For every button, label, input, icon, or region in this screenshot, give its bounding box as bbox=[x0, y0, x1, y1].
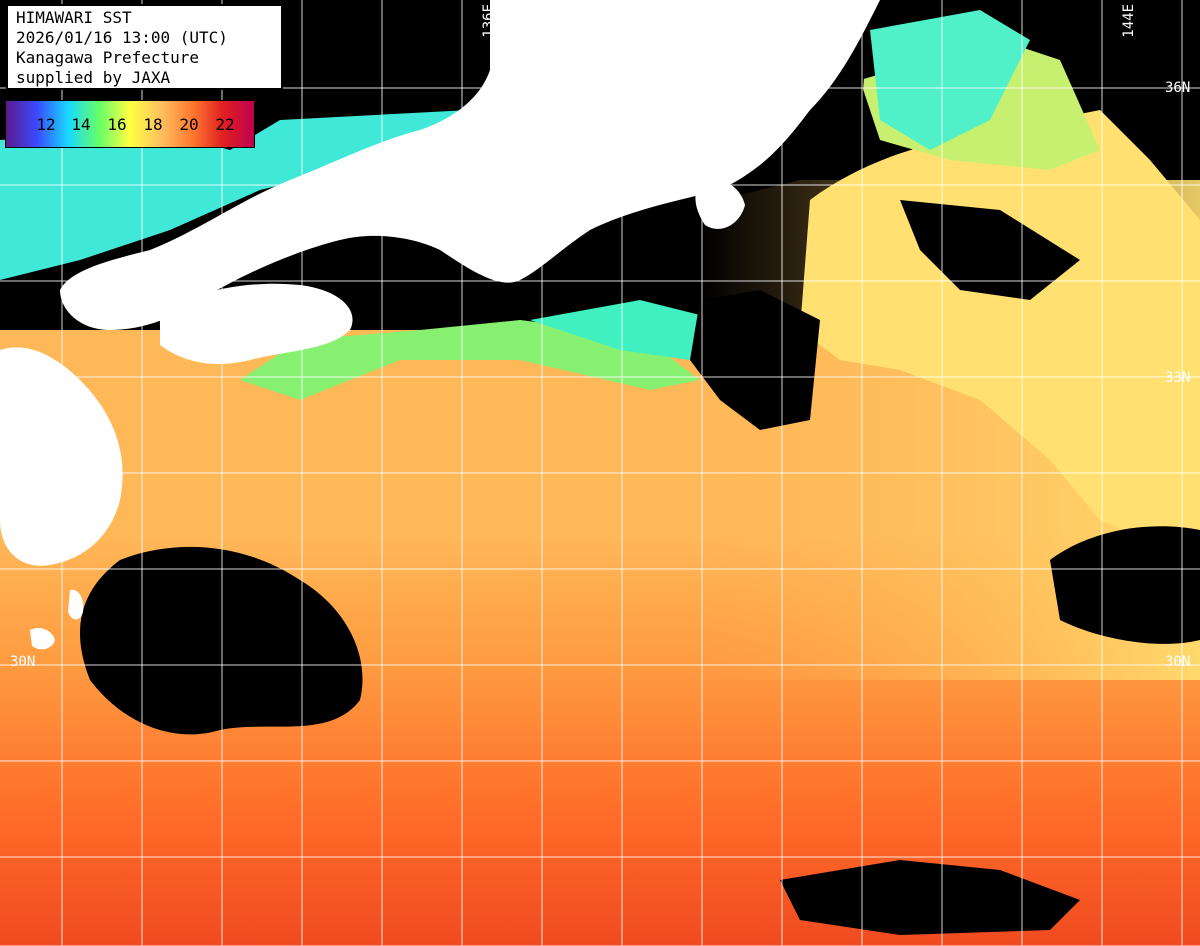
coastal-green-water bbox=[240, 320, 700, 400]
map-title-box: HIMAWARI SST 2026/01/16 13:00 (UTC) Kana… bbox=[6, 4, 283, 90]
lat-label-30n-left: 30N bbox=[10, 654, 36, 670]
lat-label-36n: 36N bbox=[1165, 80, 1191, 96]
publisher: Kanagawa Prefecture bbox=[16, 48, 200, 67]
legend-label-16: 16 bbox=[107, 115, 127, 134]
legend-label-14: 14 bbox=[71, 115, 91, 134]
product-name: HIMAWARI SST bbox=[16, 8, 132, 27]
legend-label-18: 18 bbox=[143, 115, 163, 134]
no-data-region-south bbox=[780, 860, 1080, 935]
lon-label-144e: 144E bbox=[1121, 4, 1137, 38]
land-island-2 bbox=[68, 589, 84, 620]
no-data-region-east bbox=[1050, 526, 1200, 644]
lat-label-30n-right: 30N bbox=[1165, 654, 1191, 670]
temperature-legend: 12 14 16 18 20 22 bbox=[5, 100, 255, 148]
observation-datetime: 2026/01/16 13:00 (UTC) bbox=[16, 28, 228, 47]
coastal-cyan-bay bbox=[530, 300, 720, 360]
land-shikoku bbox=[160, 283, 353, 365]
land-izu-peninsula bbox=[518, 189, 570, 256]
cold-water-northeast-cyan bbox=[870, 10, 1030, 150]
land-boso-peninsula bbox=[695, 178, 745, 229]
land-kyushu bbox=[0, 347, 123, 566]
coastal-cold-water-left bbox=[0, 110, 470, 280]
sea-surface-northeast bbox=[800, 110, 1200, 560]
no-data-region-central bbox=[690, 290, 820, 430]
legend-label-20: 20 bbox=[179, 115, 199, 134]
lon-label-136e: 136E bbox=[481, 4, 497, 38]
data-source-credit: supplied by JAXA bbox=[16, 68, 171, 87]
legend-label-22: 22 bbox=[215, 115, 235, 134]
lat-label-33n-left: 33N bbox=[10, 370, 36, 386]
land-island-1 bbox=[30, 628, 55, 650]
no-data-region-southwest bbox=[80, 546, 363, 735]
lat-label-33n-right: 33N bbox=[1165, 370, 1191, 386]
legend-label-12: 12 bbox=[36, 115, 56, 134]
land-honshu bbox=[60, 0, 880, 330]
legend-color-bar bbox=[6, 101, 254, 147]
no-data-region-northeast bbox=[900, 200, 1080, 300]
